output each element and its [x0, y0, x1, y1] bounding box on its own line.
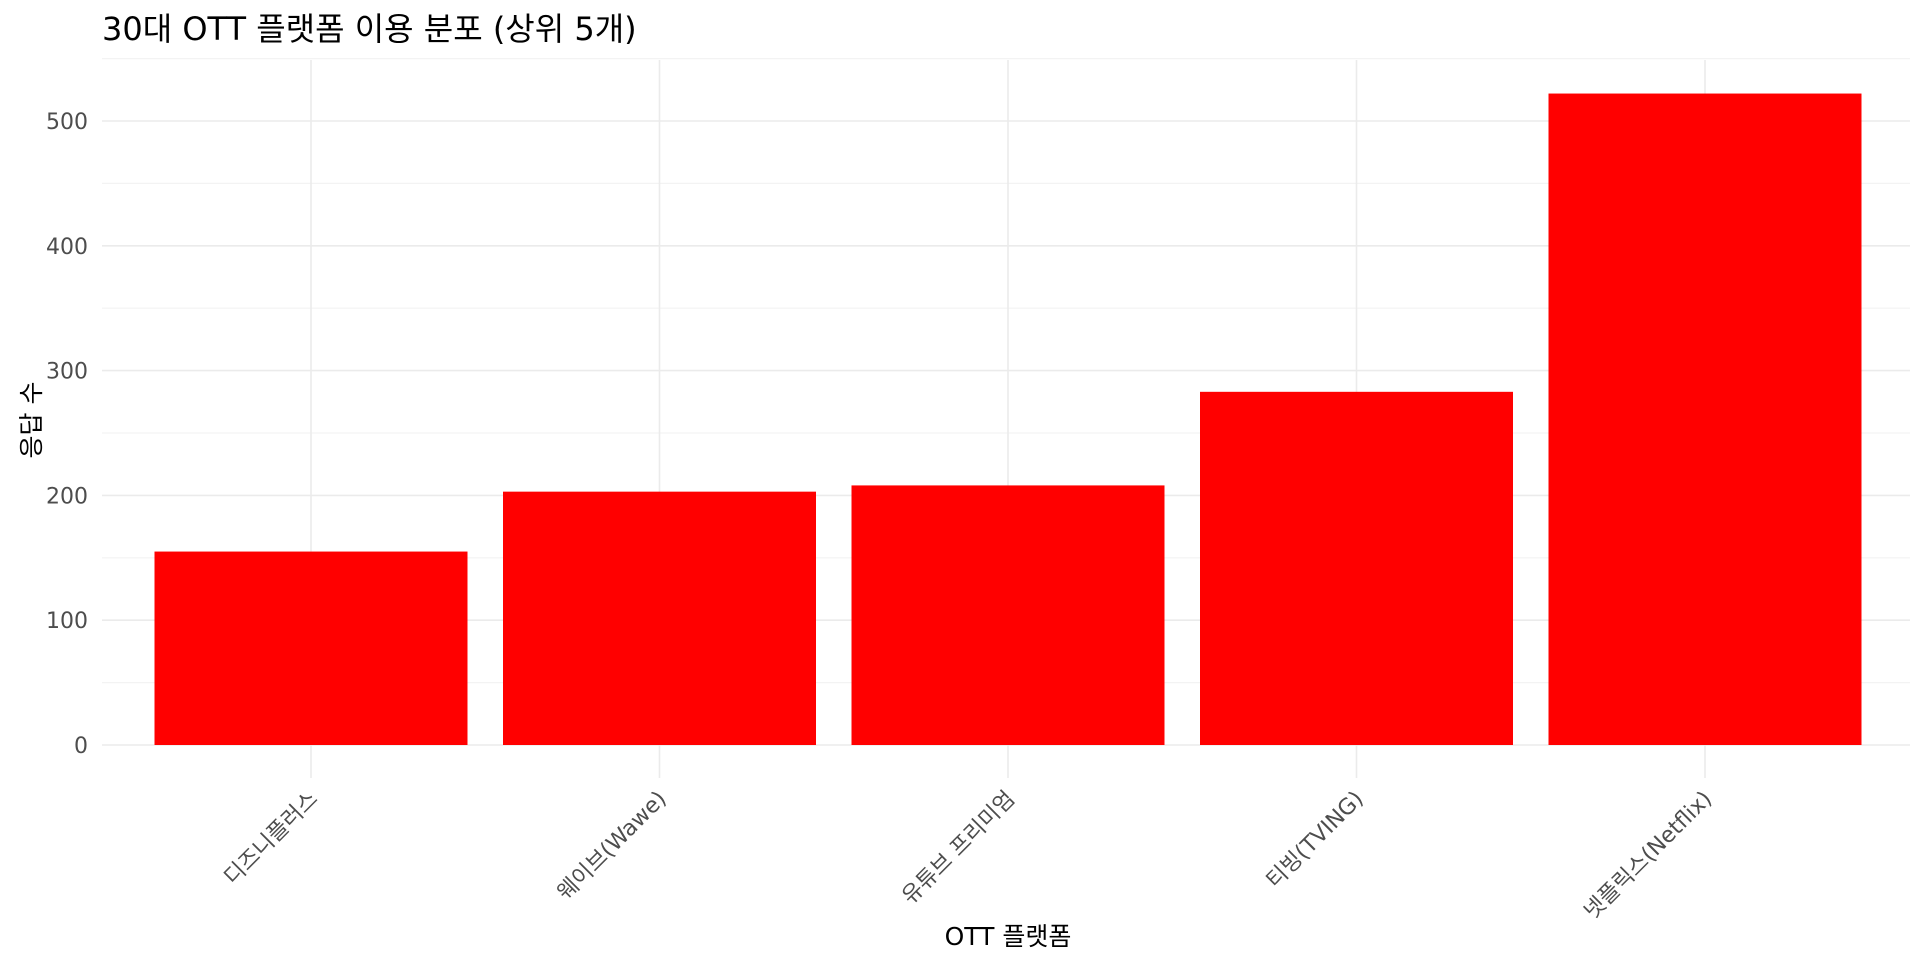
y-tick-label: 500	[46, 110, 88, 135]
x-tick-label: 티빙(TVING)	[1262, 787, 1369, 894]
x-tick-label: 넷플릭스(Netflix)	[1580, 787, 1718, 925]
bar	[503, 491, 816, 745]
chart-title: 30대 OTT 플랫폼 이용 분포 (상위 5개)	[102, 10, 637, 48]
x-tick-label: 웨이브(Wawe)	[553, 787, 672, 906]
bars	[154, 93, 1862, 745]
x-tick-label: 디즈니플러스	[220, 787, 324, 891]
bar	[154, 551, 468, 745]
bar	[851, 485, 1165, 745]
x-tick-label: 유튜브 프리미엄	[897, 787, 1020, 910]
y-axis-ticks: 0 100 200 300 400 500	[46, 110, 88, 759]
x-axis-ticks: 디즈니플러스 웨이브(Wawe) 유튜브 프리미엄 티빙(TVING) 넷플릭스(Net…	[220, 787, 1718, 925]
y-tick-label: 400	[46, 235, 88, 260]
x-axis-title: OTT 플랫폼	[945, 922, 1072, 951]
y-axis-title: 응답 수	[17, 382, 46, 459]
y-tick-label: 100	[46, 609, 88, 634]
bar	[1200, 391, 1513, 745]
bar	[1548, 93, 1862, 745]
y-tick-label: 200	[46, 484, 88, 509]
y-tick-label: 300	[46, 360, 88, 385]
y-tick-label: 0	[74, 734, 88, 759]
